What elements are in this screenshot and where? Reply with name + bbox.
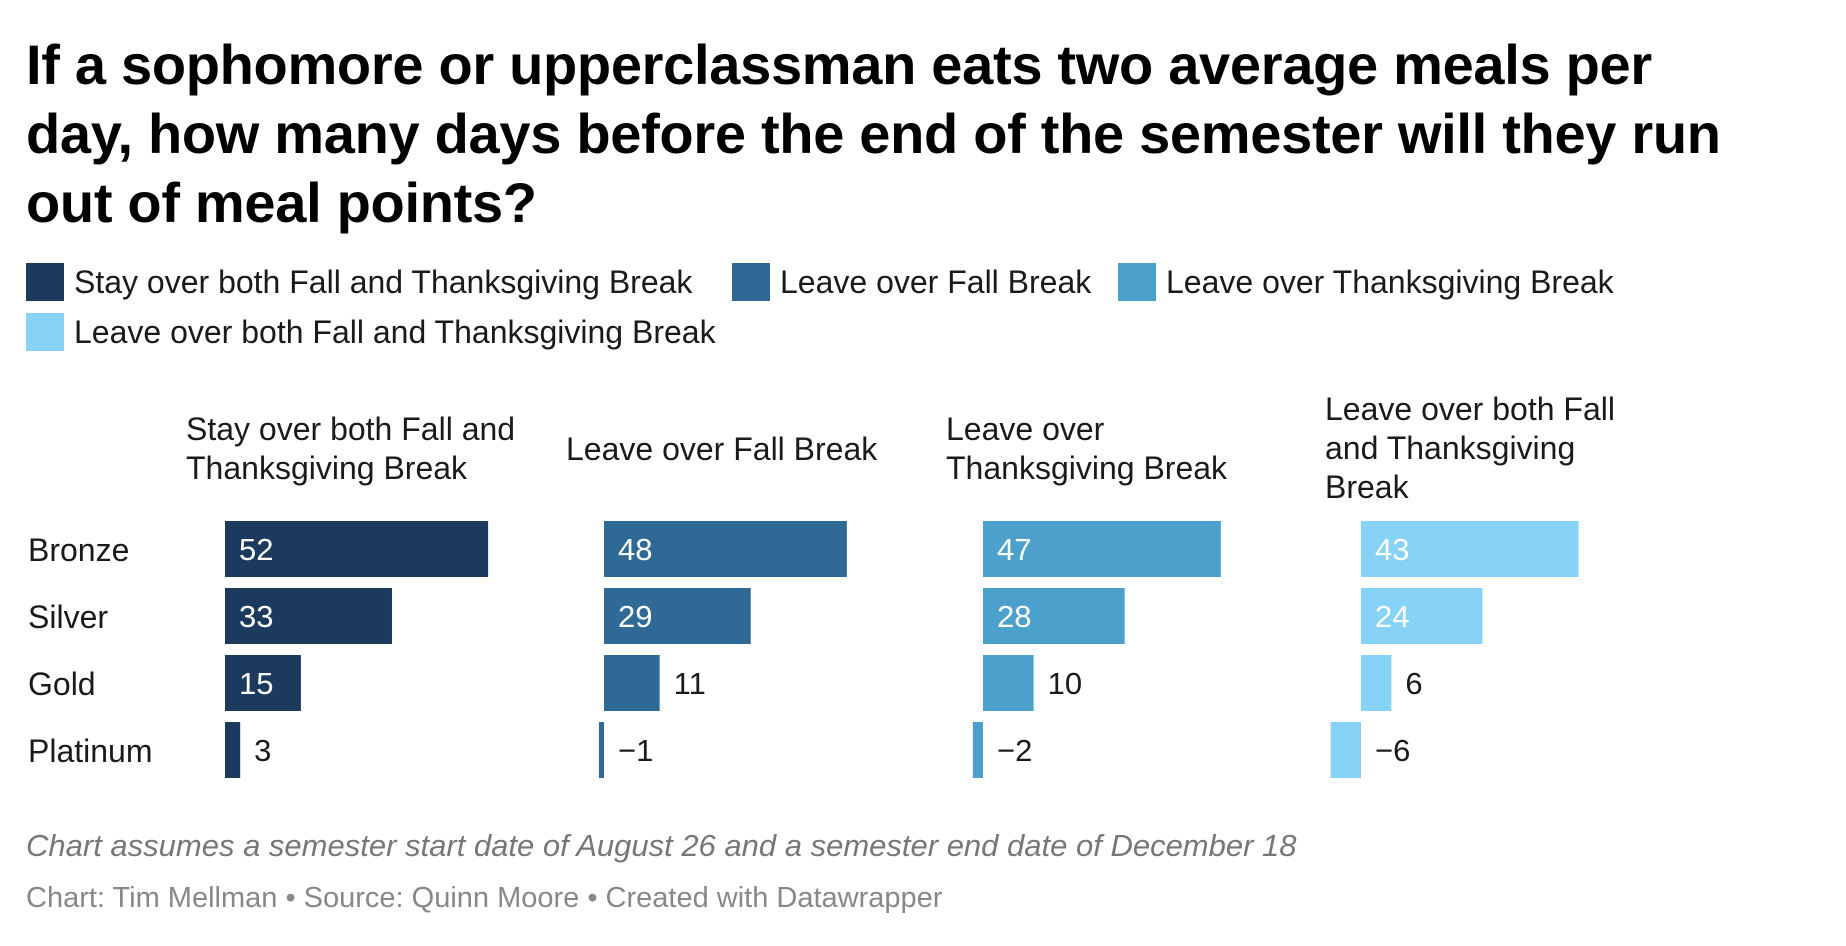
legend-label: Leave over both Fall and Thanksgiving Br… <box>74 313 716 350</box>
bar-1-bronze <box>225 521 489 577</box>
value-label: 24 <box>1375 599 1409 634</box>
legend-swatch <box>732 263 770 301</box>
chart-credits: Chart: Tim Mellman • Source: Quinn Moore… <box>26 882 943 914</box>
bar-4-platinum <box>1330 722 1361 778</box>
bar-3-silver <box>983 588 1125 644</box>
value-label: 43 <box>1375 532 1409 567</box>
legend-item-leave-both: Leave over both Fall and Thanksgiving Br… <box>26 313 716 351</box>
value-label: 28 <box>997 599 1031 634</box>
bar-2-bronze <box>604 521 847 577</box>
bar-2-silver <box>604 588 751 644</box>
chart-title: If a sophomore or upperclassman eats two… <box>26 33 1721 234</box>
bar-3-bronze <box>983 521 1221 577</box>
value-label: 3 <box>254 733 271 768</box>
bar-3-gold <box>983 655 1034 711</box>
value-label: 15 <box>239 666 273 701</box>
legend-swatch <box>26 263 64 301</box>
panel-title-leave-both: Leave over both Fall and Thanksgiving Br… <box>1325 391 1615 505</box>
bar-1-gold <box>225 655 301 711</box>
panel-title-stay-both: Stay over both Fall and Thanksgiving Bre… <box>186 411 516 486</box>
legend-swatch <box>26 313 64 351</box>
chart-note: Chart assumes a semester start date of A… <box>26 828 1297 863</box>
bar-2-gold <box>604 655 660 711</box>
legend-swatch <box>1118 263 1156 301</box>
value-label: −1 <box>618 733 653 768</box>
row-label-silver: Silver <box>28 599 109 635</box>
legend-item-leave-thanksgiving: Leave over Thanksgiving Break <box>1118 263 1614 301</box>
legend-item-stay-both: Stay over both Fall and Thanksgiving Bre… <box>26 263 692 301</box>
row-label-platinum: Platinum <box>28 733 153 769</box>
value-label: 48 <box>618 532 652 567</box>
value-label: −2 <box>997 733 1032 768</box>
row-label-gold: Gold <box>28 666 96 702</box>
value-label: 10 <box>1048 666 1082 701</box>
legend-item-leave-fall: Leave over Fall Break <box>732 263 1091 301</box>
legend-label: Leave over Fall Break <box>780 263 1092 300</box>
bar-4-bronze <box>1361 521 1579 577</box>
value-label: 47 <box>997 532 1031 567</box>
bar-1-platinum <box>225 722 241 778</box>
bar-4-silver <box>1361 588 1483 644</box>
row-label-bronze: Bronze <box>28 532 130 568</box>
bar-2-platinum <box>598 722 604 778</box>
panel-title-leave-fall: Leave over Fall Break <box>566 431 878 467</box>
legend-label: Leave over Thanksgiving Break <box>1166 263 1614 300</box>
value-label: 33 <box>239 599 273 634</box>
legend-label: Stay over both Fall and Thanksgiving Bre… <box>74 263 693 300</box>
value-label: 52 <box>239 532 273 567</box>
panel-title-leave-thanksgiving: Leave over Thanksgiving Break <box>946 411 1228 486</box>
value-label: −6 <box>1375 733 1410 768</box>
value-label: 6 <box>1405 666 1422 701</box>
bar-3-platinum <box>972 722 983 778</box>
bar-1-silver <box>225 588 392 644</box>
value-label: 29 <box>618 599 652 634</box>
value-label: 11 <box>674 666 706 701</box>
bar-4-gold <box>1361 655 1392 711</box>
